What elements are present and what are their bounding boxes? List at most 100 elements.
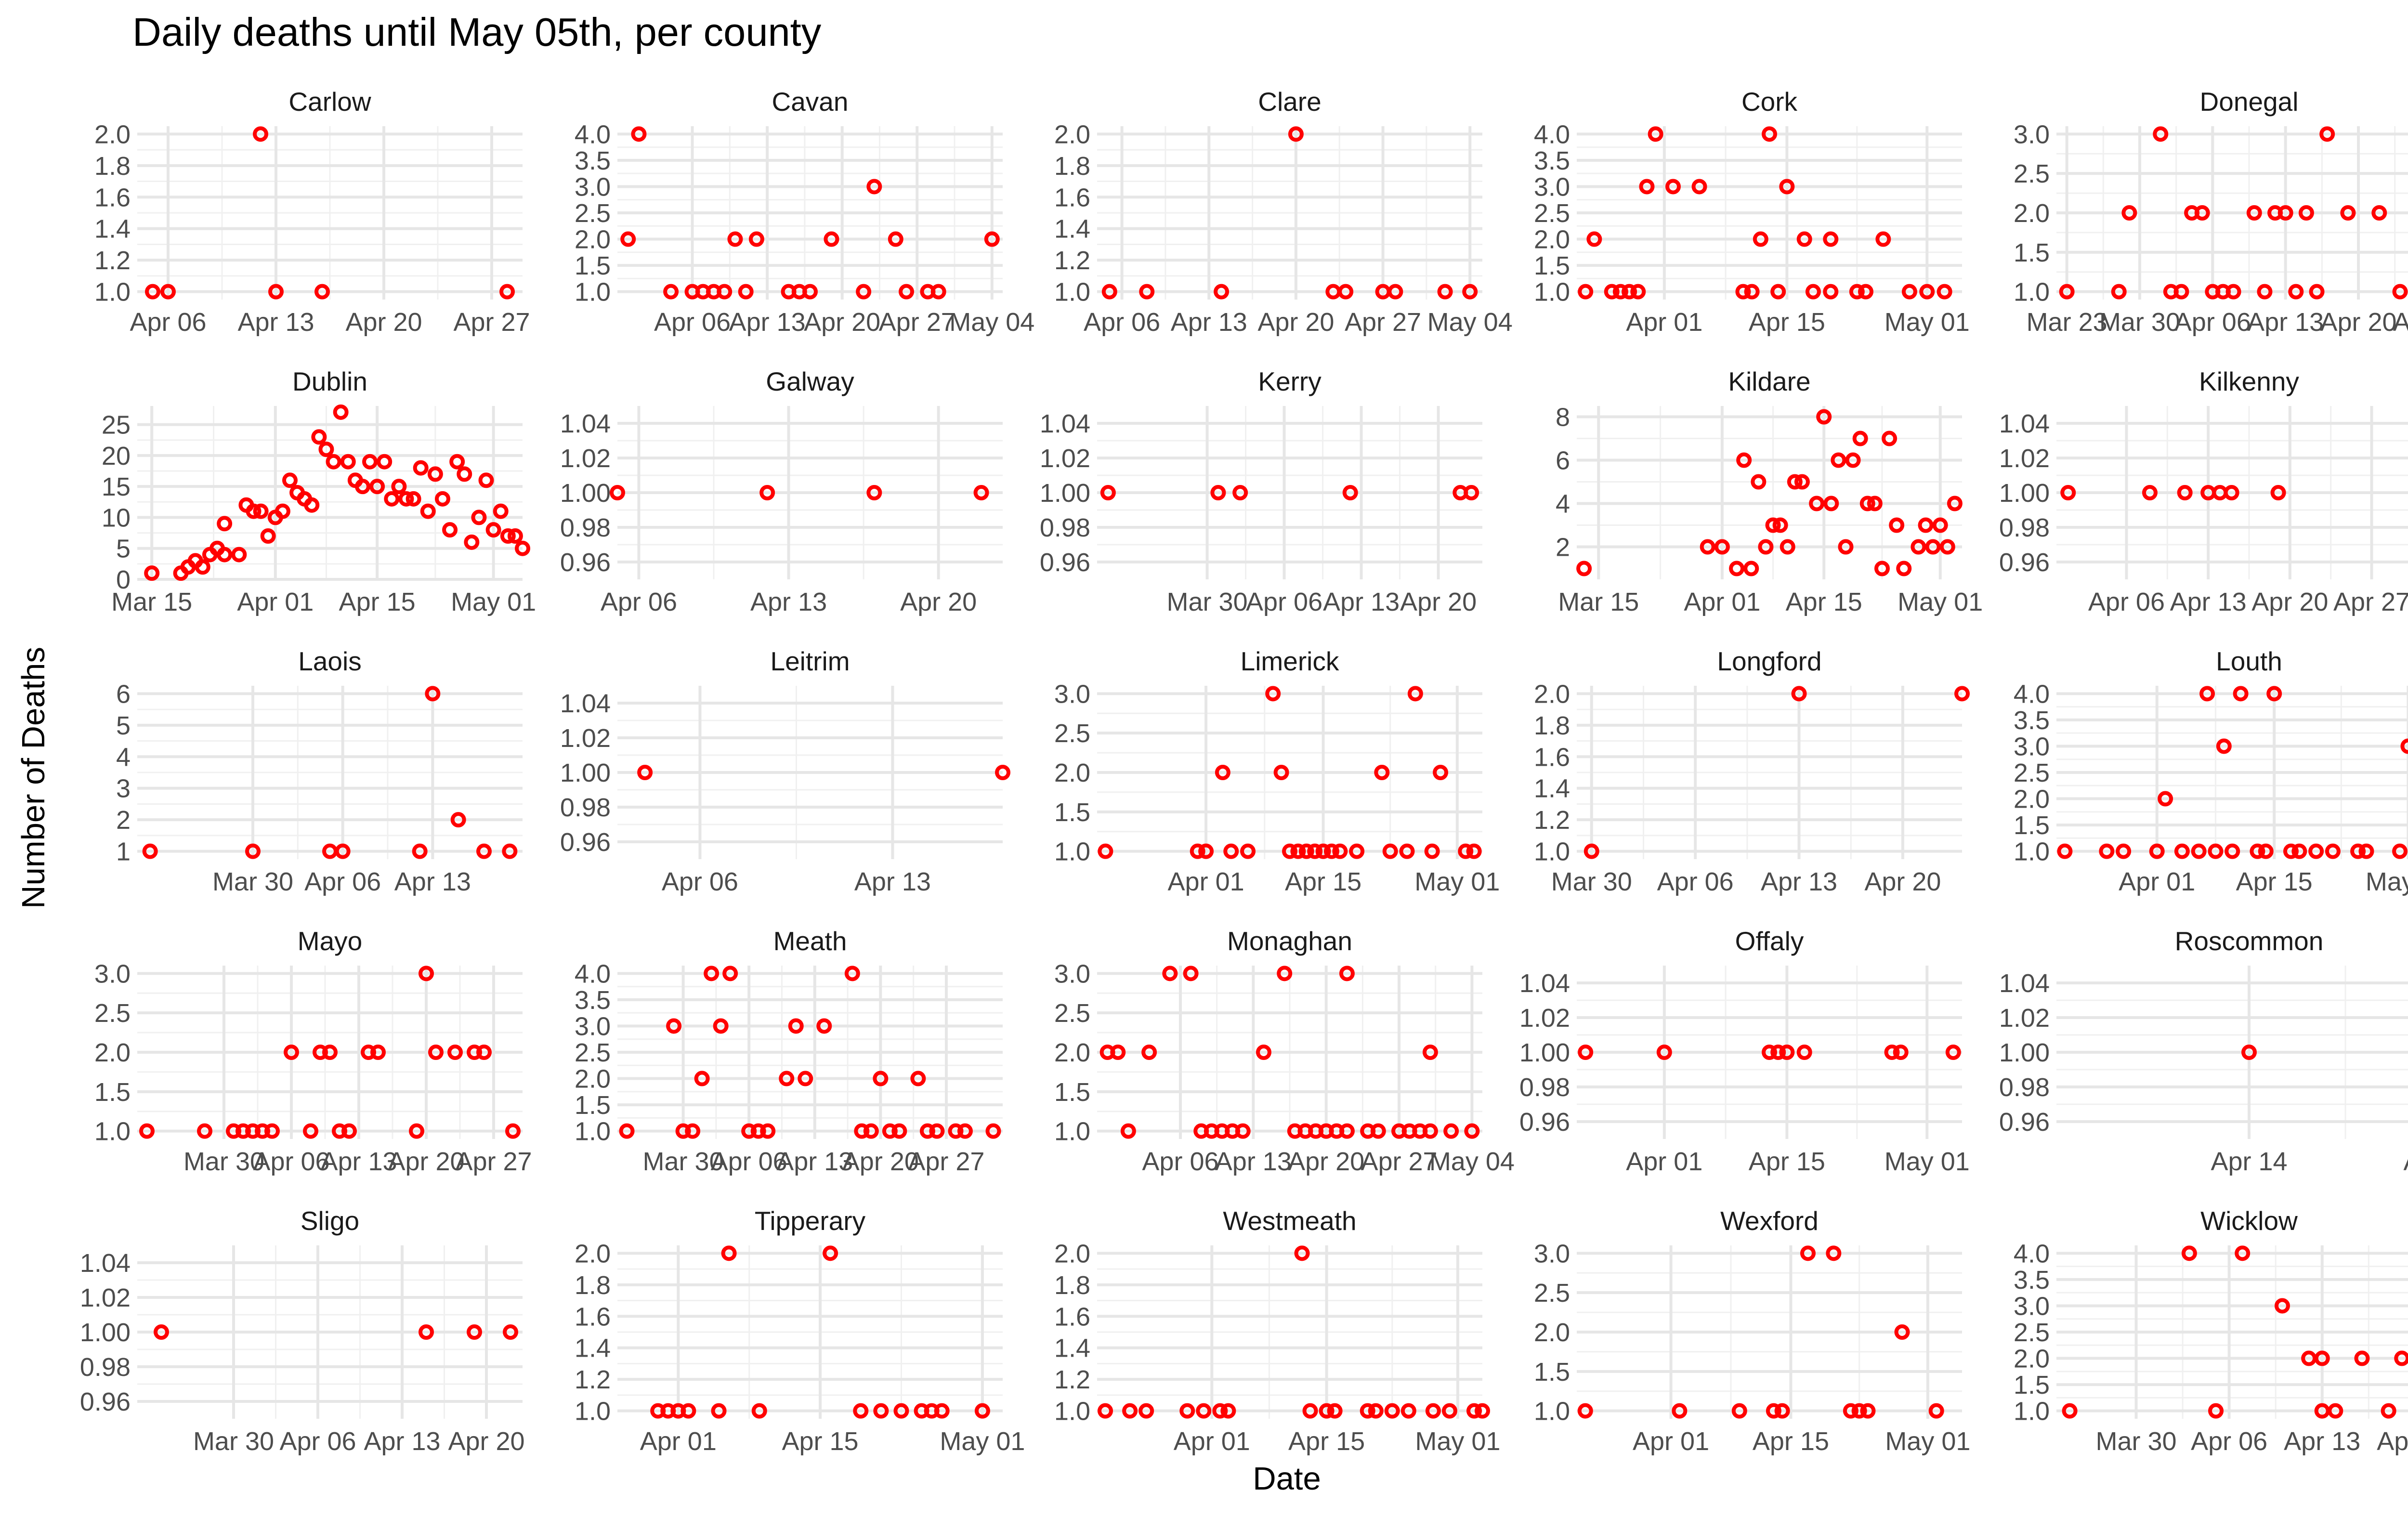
panel-clare: Clare 1.0 1.21.4 1.61.8 2.0 Apr 06 Apr 13 Apr 2… <box>1054 87 1513 337</box>
x-tick-label: Apr 15 <box>1749 1147 1825 1176</box>
y-tick-label: 25 <box>102 411 131 440</box>
y-tick-label: 1.5 <box>2014 1371 2050 1399</box>
x-tick-label: Apr 27 <box>908 1147 984 1176</box>
y-tick-label: 2.5 <box>2014 159 2050 188</box>
y-tick-label: 2.0 <box>1534 225 1570 254</box>
x-tick-label: Apr 06 <box>654 308 731 337</box>
data-point <box>264 1123 280 1139</box>
data-point <box>1845 452 1861 468</box>
y-tick-label: 1.00 <box>1999 479 2050 508</box>
data-point <box>2308 843 2324 859</box>
y-tick-label: 1.04 <box>1999 969 2050 998</box>
data-point <box>760 1123 776 1139</box>
y-tick-label: 2.5 <box>2014 758 2050 787</box>
data-point <box>1315 843 1331 859</box>
x-tick-label: Apr 01 <box>1626 308 1702 337</box>
data-point <box>1232 485 1248 500</box>
panel-galway: Galway 0.96 0.98 1.00 1.02 1.04 Apr 06 Apr 13 Ap… <box>560 366 1003 616</box>
y-tick-label: 4 <box>1556 490 1570 519</box>
x-tick-label: Apr 13 <box>320 1147 397 1176</box>
y-tick-label: 20 <box>102 442 131 471</box>
y-tick-label: 0.96 <box>560 828 611 857</box>
y-tick-label: 3.0 <box>2014 732 2050 761</box>
data-point <box>974 1403 990 1419</box>
panel-tipperary: Tipperary 1.0 1.21.4 1.61.8 2.0 Apr 01 Apr 15 M… <box>575 1206 1025 1456</box>
data-point <box>2250 843 2265 859</box>
data-point <box>685 1123 701 1139</box>
data-point <box>340 454 356 470</box>
x-tick-label: Apr 13 <box>1761 867 1837 896</box>
x-tick-label: Apr 15 <box>339 588 416 616</box>
data-point <box>891 1123 907 1139</box>
data-point <box>1731 1403 1747 1419</box>
y-tick-label: 4.0 <box>2014 680 2050 708</box>
data-point <box>741 1123 757 1139</box>
panel-cork: Cork 1.01.52.02.53.03.54.0 Apr 01 Apr 15 May… <box>1534 87 1970 337</box>
y-tick-label: 1.04 <box>1519 969 1570 998</box>
x-tick-label: Mar 30 <box>1167 588 1248 616</box>
panel-title: Louth <box>2216 646 2282 676</box>
data-point <box>863 1123 879 1139</box>
y-tick-label: 1.6 <box>1054 183 1090 212</box>
chart-title: Daily deaths until May 05th, per county <box>132 10 822 54</box>
data-point <box>1919 284 1935 300</box>
data-point <box>2392 284 2408 300</box>
data-point <box>788 1018 804 1034</box>
panel-title: Wexford <box>1720 1206 1819 1236</box>
data-point <box>2174 843 2190 859</box>
data-point <box>1838 539 1854 555</box>
x-tick-label: Apr 01 <box>2119 867 2195 896</box>
data-point <box>1407 686 1423 702</box>
data-point <box>425 686 441 702</box>
data-point <box>1368 1403 1384 1419</box>
y-tick-label: 1.5 <box>1534 251 1570 280</box>
data-point <box>1425 1403 1441 1419</box>
y-tick-label: 2.0 <box>2014 785 2050 814</box>
y-tick-label: 8 <box>1556 403 1570 432</box>
data-point <box>1744 284 1760 300</box>
y-tick-label: 0.98 <box>80 1353 131 1382</box>
data-point <box>929 1123 945 1139</box>
x-tick-label: Apr 20 <box>448 1427 524 1456</box>
data-point <box>1826 1245 1842 1261</box>
y-tick-label: 4.0 <box>575 959 611 988</box>
data-point <box>409 1123 424 1139</box>
data-point <box>485 522 501 538</box>
x-tick-label: Apr 01 <box>1174 1427 1250 1456</box>
y-tick-label: 2 <box>116 806 131 835</box>
y-tick-label: 0.98 <box>560 513 611 542</box>
data-point <box>1298 843 1314 859</box>
data-point <box>1139 284 1155 300</box>
data-point <box>1307 843 1323 859</box>
data-point <box>333 404 349 420</box>
y-tick-label: 1.4 <box>94 215 131 244</box>
data-point <box>666 1018 682 1034</box>
data-point <box>1240 843 1256 859</box>
y-tick-label: 1.04 <box>1999 409 2050 438</box>
data-point <box>2400 738 2408 754</box>
data-point <box>1882 431 1898 446</box>
data-point <box>1198 843 1214 859</box>
data-point <box>442 522 458 538</box>
data-point <box>1852 431 1868 446</box>
data-point <box>1323 843 1339 859</box>
y-tick-label: 1.0 <box>94 278 131 307</box>
y-tick-label: 1.8 <box>1054 152 1090 181</box>
data-point <box>427 466 443 482</box>
y-tick-label: 1.6 <box>1054 1302 1090 1331</box>
data-point <box>1339 966 1355 981</box>
y-tick-label: 1.02 <box>560 724 611 753</box>
x-tick-label: May 01 <box>1415 1427 1500 1456</box>
x-tick-label: Apr 01 <box>1684 588 1760 616</box>
data-point <box>2381 1403 2396 1419</box>
y-tick-label: 1.5 <box>1534 1358 1570 1386</box>
data-point <box>910 1071 926 1086</box>
x-tick-label: Apr 20 <box>2320 308 2396 337</box>
data-point <box>930 284 946 300</box>
data-point <box>505 1123 521 1139</box>
data-point <box>1779 1045 1795 1060</box>
data-point <box>1319 1403 1335 1419</box>
x-tick-label: Apr 06 <box>601 588 677 616</box>
x-tick-label: Apr 01 <box>1626 1147 1702 1176</box>
data-point <box>1809 496 1825 511</box>
